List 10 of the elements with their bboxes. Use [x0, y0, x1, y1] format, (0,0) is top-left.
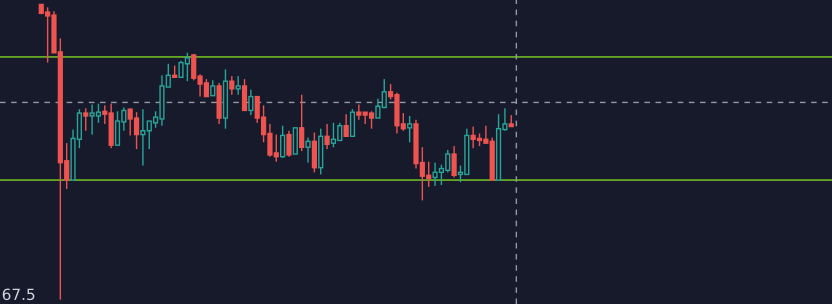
candlestick — [236, 75, 241, 96]
candlestick — [407, 115, 412, 143]
candlestick — [324, 123, 330, 150]
candlestick — [248, 89, 254, 116]
annotation: 67.5 — [2, 288, 34, 300]
candlestick — [222, 68, 228, 130]
candlestick — [312, 132, 317, 174]
candlestick — [83, 108, 88, 132]
candlestick — [318, 128, 324, 176]
candlestick — [229, 75, 234, 96]
